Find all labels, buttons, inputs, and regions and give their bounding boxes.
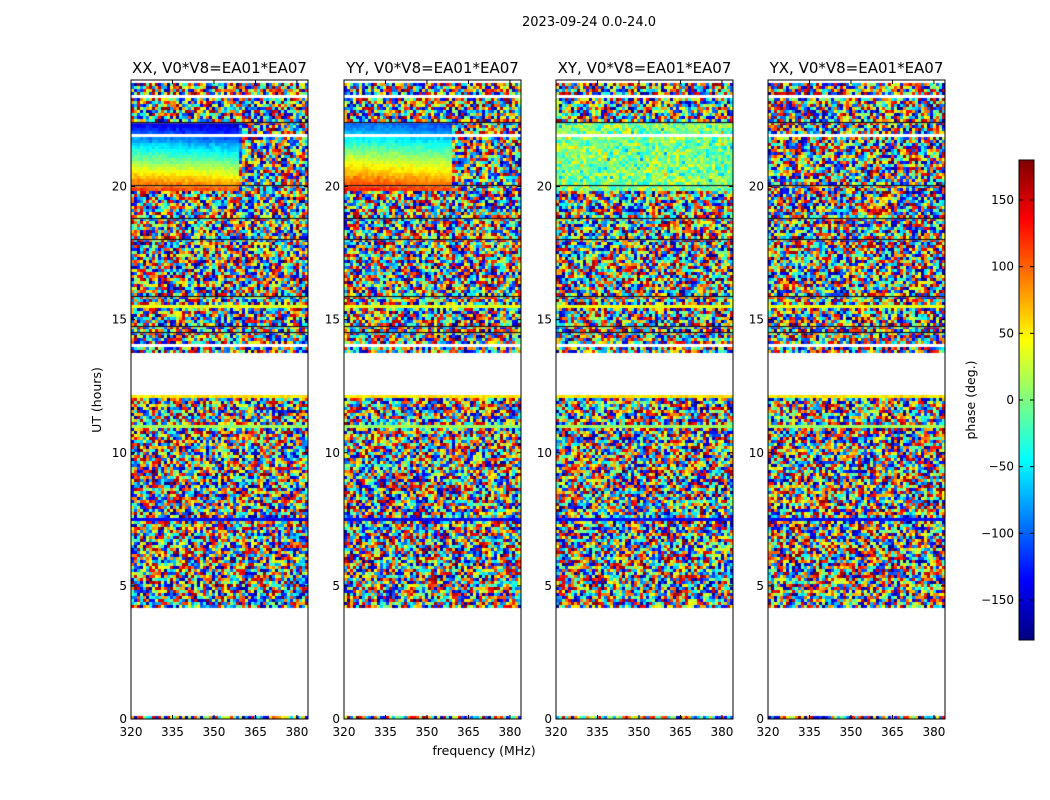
axes-frame (555, 79, 734, 720)
heatmap-image (131, 80, 308, 719)
colorbar-tick-label: 150 (991, 193, 1014, 207)
x-tick-label: 320 (333, 725, 356, 739)
y-tick-label: 10 (112, 446, 127, 460)
heatmap-image (768, 80, 945, 719)
panel-yy: YY, V0*V8=EA01*EA07 320 335 350 365 380 0 5 10 15… (325, 59, 522, 739)
y-tick-label: 5 (119, 579, 127, 593)
axes-frame (767, 79, 946, 720)
colorbar-label: phase (deg.) (963, 361, 978, 440)
colorbar-tick-label: −100 (981, 526, 1014, 540)
suptitle: 2023-09-24 0.0-24.0 (522, 15, 656, 30)
y-tick-label: 5 (544, 579, 552, 593)
x-tick-label: 350 (628, 725, 651, 739)
x-tick-label: 380 (710, 725, 733, 739)
x-tick-label: 350 (416, 725, 439, 739)
y-tick-label: 15 (537, 313, 552, 327)
x-tick-label: 335 (586, 725, 609, 739)
panel-title: YX, V0*V8=EA01*EA07 (769, 59, 944, 77)
x-tick-label: 335 (161, 725, 184, 739)
x-tick-label: 320 (545, 725, 568, 739)
y-tick-label: 20 (325, 180, 340, 194)
axes-frame (130, 79, 309, 720)
x-tick-label: 380 (498, 725, 521, 739)
panel-title: XY, V0*V8=EA01*EA07 (558, 59, 732, 77)
panels-group: XX, V0*V8=EA01*EA07 320 335 350 365 380 0 5 10 15… (112, 59, 946, 739)
colorbar-tick-label: −50 (989, 460, 1014, 474)
x-tick-label: 350 (840, 725, 863, 739)
y-tick-label: 15 (325, 313, 340, 327)
colorbar-tick-label: 0 (1006, 393, 1014, 407)
axes-frame (343, 79, 522, 720)
y-tick-label: 15 (749, 313, 764, 327)
panel-title: YY, V0*V8=EA01*EA07 (345, 59, 519, 77)
x-tick-label: 320 (120, 725, 143, 739)
y-tick-label: 5 (332, 579, 340, 593)
x-tick-label: 380 (922, 725, 945, 739)
y-tick-label: 0 (332, 712, 340, 726)
colorbar-tick-label: −150 (981, 593, 1014, 607)
heatmap-image (344, 80, 521, 719)
y-tick-label: 15 (112, 313, 127, 327)
panel-yx: YX, V0*V8=EA01*EA07 320 335 350 365 380 0 5 10 15… (749, 59, 946, 739)
x-tick-label: 380 (285, 725, 308, 739)
y-axis-label: UT (hours) (89, 367, 104, 433)
x-tick-label: 335 (798, 725, 821, 739)
y-tick-label: 20 (537, 180, 552, 194)
x-tick-label: 320 (757, 725, 780, 739)
panel-xx: XX, V0*V8=EA01*EA07 320 335 350 365 380 0 5 10 15… (112, 59, 309, 739)
y-tick-label: 10 (325, 446, 340, 460)
y-tick-label: 20 (112, 180, 127, 194)
colorbar-tick-label: 50 (999, 326, 1014, 340)
y-tick-label: 0 (756, 712, 764, 726)
y-tick-label: 20 (749, 180, 764, 194)
colorbar-tick-label: 100 (991, 260, 1014, 274)
colorbar: 150 100 50 0 −50 −100 −150 (981, 159, 1035, 641)
x-tick-label: 335 (374, 725, 397, 739)
x-tick-label: 365 (881, 725, 904, 739)
panel-xy: XY, V0*V8=EA01*EA07 320 335 350 365 380 0 5 10 15… (537, 59, 734, 739)
y-tick-label: 5 (756, 579, 764, 593)
y-tick-label: 0 (119, 712, 127, 726)
y-tick-label: 10 (537, 446, 552, 460)
panel-title: XX, V0*V8=EA01*EA07 (132, 59, 307, 77)
x-tick-label: 365 (244, 725, 267, 739)
x-tick-label: 365 (669, 725, 692, 739)
y-tick-label: 10 (749, 446, 764, 460)
heatmap-image (556, 80, 733, 719)
x-tick-label: 365 (457, 725, 480, 739)
x-tick-label: 350 (203, 725, 226, 739)
y-tick-label: 0 (544, 712, 552, 726)
x-axis-label: frequency (MHz) (432, 743, 535, 758)
